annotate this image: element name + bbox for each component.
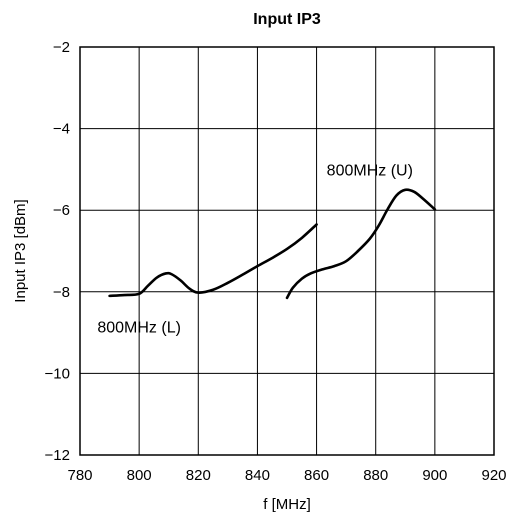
series-line-1 <box>285 188 437 300</box>
x-tick-label: 800 <box>127 467 152 484</box>
series-group <box>108 188 437 300</box>
x-axis-label: f [MHz] <box>263 496 311 513</box>
annotations: 800MHz (U) 800MHz (L) <box>97 162 413 336</box>
x-tick-label: 840 <box>245 467 270 484</box>
x-tick-label: 880 <box>363 467 388 484</box>
y-tick-label: −2 <box>53 39 70 56</box>
x-tick-label: 860 <box>304 467 329 484</box>
y-tick-label: −4 <box>53 121 70 138</box>
x-tick-label: 820 <box>186 467 211 484</box>
x-tick-label: 780 <box>67 467 92 484</box>
y-tick-label: −8 <box>53 284 70 301</box>
grid <box>80 47 494 455</box>
chart-title: Input IP3 <box>253 11 321 28</box>
y-axis-label: Input IP3 [dBm] <box>12 199 29 302</box>
y-tick-label: −12 <box>45 447 70 464</box>
y-tick-label: −10 <box>45 365 70 382</box>
x-tick-label: 900 <box>422 467 447 484</box>
plot-frame <box>79 46 495 456</box>
tick-labels: 780 800 820 840 860 880 900 920 −2 −4 −6 −8 −10 −12 <box>45 39 507 484</box>
y-tick-label: −6 <box>53 202 70 219</box>
series-annotation: 800MHz (U) <box>327 162 413 179</box>
series-line-0 <box>108 223 318 298</box>
series-annotation: 800MHz (L) <box>97 319 181 336</box>
x-tick-label: 920 <box>481 467 506 484</box>
